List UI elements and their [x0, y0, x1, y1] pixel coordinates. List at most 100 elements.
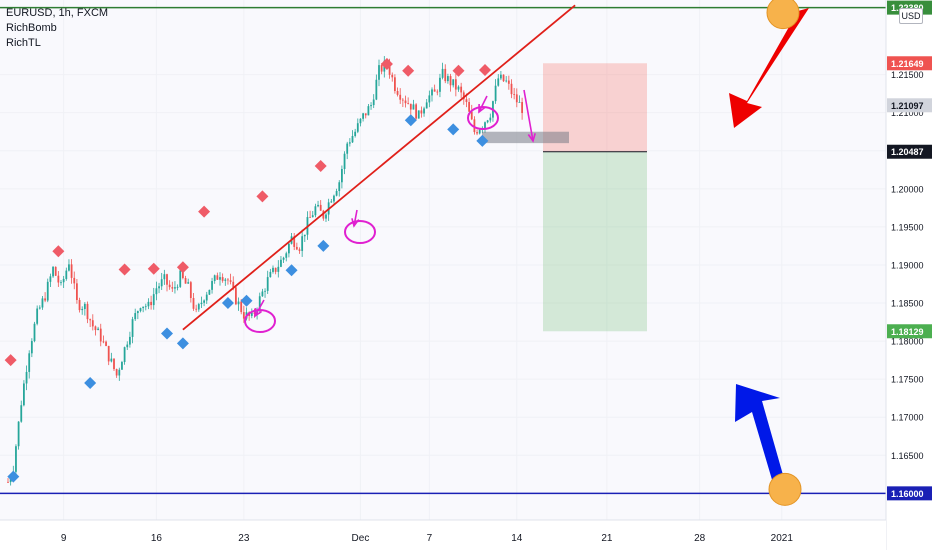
- chart-legend: EURUSD, 1h, FXCM RichBomb RichTL: [6, 6, 108, 51]
- time-axis[interactable]: [0, 520, 886, 550]
- candle-body: [370, 105, 372, 107]
- candle-body: [38, 307, 41, 309]
- candle-body: [303, 234, 306, 237]
- chart-background: [0, 0, 886, 520]
- candle-body: [264, 290, 266, 292]
- candle-body: [174, 287, 176, 289]
- candle-body: [507, 80, 510, 84]
- candle-body: [280, 259, 282, 267]
- candle-body: [468, 102, 470, 112]
- candle-body: [49, 276, 52, 282]
- price-axis[interactable]: [886, 0, 932, 550]
- x-tick-label: Dec: [352, 533, 370, 544]
- price-tags: 1.223801.216491.210971.204871.181291.160…: [887, 0, 932, 501]
- candle-body: [213, 275, 216, 282]
- candle-body: [235, 287, 237, 305]
- candle-body: [168, 284, 171, 288]
- sell-signal-marker: [314, 159, 327, 172]
- candle-body: [478, 129, 481, 134]
- candle-body: [439, 77, 441, 92]
- y-tick-label: 1.17000: [891, 413, 924, 423]
- indicator-richtl-label[interactable]: RichTL: [6, 37, 41, 49]
- candle-body: [86, 303, 89, 320]
- candle-body: [184, 278, 187, 284]
- y-tick-label: 1.18500: [891, 299, 924, 309]
- candle-body: [282, 257, 285, 260]
- candle-body: [486, 120, 489, 123]
- candle-body: [325, 214, 327, 219]
- candle-body: [118, 369, 121, 376]
- candle-body: [510, 83, 513, 95]
- indicator-richbomb-label[interactable]: RichBomb: [6, 22, 57, 34]
- candle-body: [147, 301, 150, 307]
- candle-body: [444, 68, 447, 82]
- candle-body: [311, 215, 314, 218]
- y-tick-label: 1.17500: [891, 375, 924, 385]
- candle-body: [163, 274, 166, 280]
- symbol-label[interactable]: EURUSD, 1h, FXCM: [6, 7, 109, 19]
- candle-body: [15, 446, 17, 472]
- candle-body: [367, 106, 370, 116]
- buy-signal-marker: [176, 337, 189, 350]
- candle-body: [150, 301, 152, 306]
- candle-body: [105, 341, 107, 346]
- sell-signal-marker: [147, 262, 160, 275]
- orange-circle-bottom: [768, 472, 802, 506]
- annotation-arrow: [353, 209, 358, 227]
- candle-body: [189, 282, 192, 299]
- candle-body: [521, 102, 523, 114]
- y-tick-label: 1.18000: [891, 337, 924, 347]
- price-tag-label: 1.21097: [891, 101, 924, 111]
- sell-signal-marker: [402, 64, 415, 77]
- time-axis-ticks: 9 16 23 Dec 7 14 21 28 2021: [61, 533, 793, 544]
- candle-body: [131, 319, 134, 337]
- candle-body: [89, 319, 92, 321]
- candle-body: [380, 65, 383, 72]
- candle-body: [91, 320, 94, 327]
- candle-body: [70, 264, 73, 278]
- candle-body: [412, 104, 415, 110]
- candle-body: [20, 405, 23, 422]
- candle-body: [237, 301, 240, 305]
- annotation-circle: [467, 106, 499, 130]
- candle-body: [378, 65, 380, 80]
- candle-body: [144, 306, 147, 308]
- candle-body: [171, 287, 174, 289]
- candle-body: [417, 110, 420, 119]
- candle-body: [250, 312, 253, 316]
- candle-body: [17, 421, 20, 447]
- candle-body: [232, 281, 235, 288]
- candle-body: [81, 309, 84, 311]
- candle-body: [78, 300, 81, 311]
- candle-body: [195, 308, 198, 310]
- candle-body: [277, 266, 280, 272]
- candle-body: [221, 277, 224, 281]
- x-tick-label: 16: [151, 533, 163, 544]
- sell-signal-marker: [380, 57, 393, 70]
- y-tick-label: 1.19500: [891, 222, 924, 232]
- candle-body: [44, 298, 46, 301]
- candle-body: [258, 296, 261, 311]
- buy-signal-marker: [285, 264, 298, 277]
- x-tick-label: 14: [511, 533, 523, 544]
- buy-signal-marker: [476, 134, 489, 147]
- chart-annotations: [244, 0, 809, 506]
- candle-body: [457, 86, 460, 90]
- price-tag-label: 1.16000: [891, 489, 924, 499]
- candle-body: [462, 92, 465, 100]
- candle-body: [513, 94, 516, 95]
- annotation-arrow: [523, 89, 534, 142]
- annotation-arrow-head: [351, 218, 360, 228]
- buy-signal-marker: [161, 327, 173, 340]
- x-tick-label: 21: [601, 533, 613, 544]
- currency-button[interactable]: USD: [899, 8, 923, 24]
- candle-body: [182, 270, 184, 279]
- candle-body: [460, 86, 463, 93]
- candle-body: [391, 74, 394, 78]
- candle-body: [219, 277, 221, 280]
- buy-signal-marker: [317, 239, 330, 252]
- candle-body: [425, 102, 428, 109]
- candle-body: [46, 281, 49, 301]
- trendline: [182, 4, 576, 331]
